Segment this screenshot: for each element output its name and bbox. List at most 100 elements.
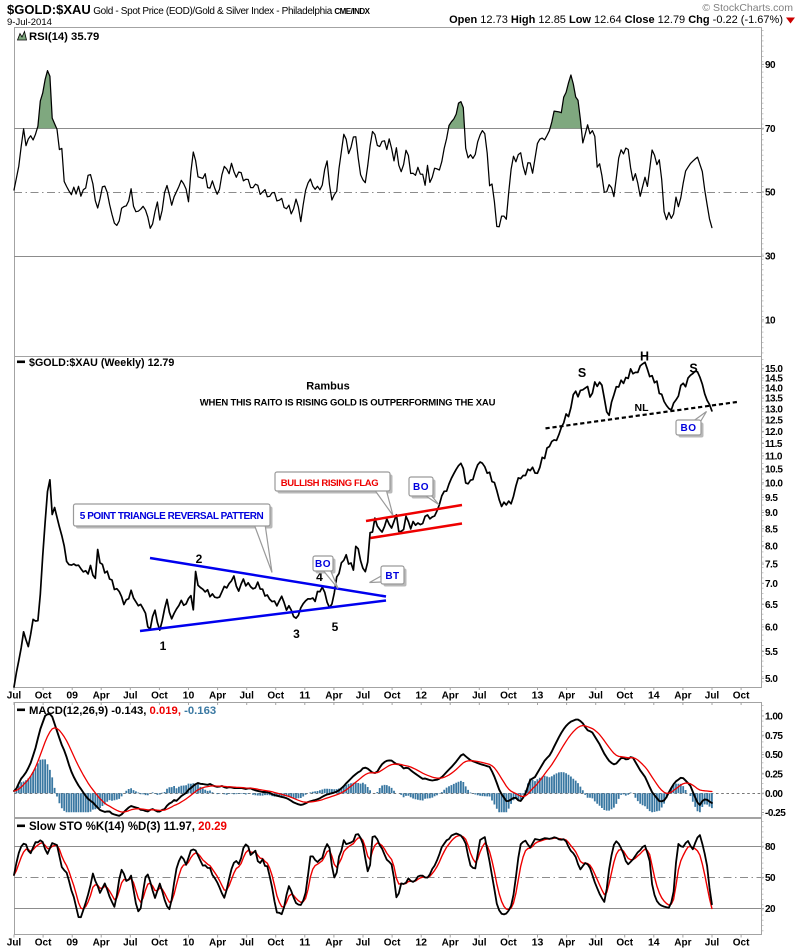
- svg-text:Apr: Apr: [442, 691, 459, 702]
- svg-text:WHEN THIS RAITO IS RISING GOLD: WHEN THIS RAITO IS RISING GOLD IS OUTPER…: [200, 398, 496, 409]
- svg-text:Oct: Oct: [151, 938, 168, 949]
- svg-text:2: 2: [196, 552, 203, 566]
- svg-text:50: 50: [765, 873, 776, 884]
- svg-text:Jul: Jul: [588, 691, 603, 702]
- svg-text:09: 09: [66, 690, 78, 702]
- svg-text:Jul: Jul: [123, 938, 138, 949]
- svg-text:4: 4: [316, 570, 323, 584]
- svg-text:09: 09: [66, 937, 78, 949]
- svg-text:Jul: Jul: [588, 938, 603, 949]
- svg-text:10.0: 10.0: [765, 478, 783, 489]
- svg-text:10: 10: [765, 316, 776, 327]
- svg-text:Jul: Jul: [472, 691, 487, 702]
- svg-text:13: 13: [532, 937, 544, 949]
- svg-text:Oct: Oct: [616, 691, 633, 702]
- svg-text:12: 12: [415, 937, 427, 949]
- svg-text:1: 1: [160, 639, 167, 653]
- svg-text:9.0: 9.0: [765, 508, 778, 519]
- svg-text:0.75: 0.75: [765, 731, 783, 742]
- svg-text:© StockCharts.com: © StockCharts.com: [702, 2, 793, 14]
- svg-text:Oct: Oct: [151, 691, 168, 702]
- svg-text:15.0: 15.0: [765, 364, 783, 375]
- svg-text:S: S: [578, 366, 586, 380]
- svg-text:11.5: 11.5: [765, 439, 783, 450]
- svg-text:10: 10: [183, 937, 195, 949]
- svg-text:7.0: 7.0: [765, 579, 778, 590]
- svg-text:$GOLD:$XAU Gold - Spot Price (: $GOLD:$XAU Gold - Spot Price (EOD)/Gold …: [7, 2, 371, 17]
- svg-text:8.0: 8.0: [765, 541, 778, 552]
- svg-text:80: 80: [765, 842, 776, 853]
- svg-text:Jul: Jul: [356, 938, 371, 949]
- svg-text:Oct: Oct: [616, 938, 633, 949]
- svg-text:Rambus: Rambus: [306, 381, 349, 393]
- svg-text:10.5: 10.5: [765, 465, 783, 476]
- svg-text:Jul: Jul: [356, 691, 371, 702]
- svg-text:12.5: 12.5: [765, 415, 783, 426]
- svg-text:BT: BT: [385, 571, 399, 582]
- svg-text:6.0: 6.0: [765, 623, 778, 634]
- svg-text:S: S: [689, 362, 697, 376]
- svg-text:Oct: Oct: [267, 938, 284, 949]
- svg-text:Oct: Oct: [500, 938, 517, 949]
- svg-text:10: 10: [183, 690, 195, 702]
- svg-text:MACD(12,26,9) -0.143, 0.019, -: MACD(12,26,9) -0.143, 0.019, -0.163: [29, 705, 216, 717]
- svg-text:Oct: Oct: [384, 938, 401, 949]
- svg-text:Oct: Oct: [733, 691, 750, 702]
- svg-text:Jul: Jul: [472, 938, 487, 949]
- svg-text:Apr: Apr: [674, 938, 691, 949]
- svg-text:5 POINT TRIANGLE REVERSAL PATT: 5 POINT TRIANGLE REVERSAL PATTERN: [80, 511, 264, 522]
- svg-text:Open 12.73 High 12.85 Low 12.6: Open 12.73 High 12.85 Low 12.64 Close 12…: [449, 14, 783, 26]
- svg-text:Jul: Jul: [239, 691, 254, 702]
- svg-text:Apr: Apr: [674, 691, 691, 702]
- svg-text:13.5: 13.5: [765, 394, 783, 405]
- svg-text:Apr: Apr: [325, 938, 342, 949]
- svg-text:11: 11: [299, 937, 310, 949]
- svg-text:5.0: 5.0: [765, 674, 778, 685]
- svg-text:Jul: Jul: [239, 938, 254, 949]
- svg-text:Jul: Jul: [123, 691, 138, 702]
- svg-text:9.5: 9.5: [765, 493, 778, 504]
- svg-text:Oct: Oct: [500, 691, 517, 702]
- svg-text:11.0: 11.0: [765, 452, 783, 463]
- svg-text:Apr: Apr: [325, 691, 342, 702]
- svg-text:Apr: Apr: [558, 691, 575, 702]
- svg-text:Jul: Jul: [7, 691, 22, 702]
- svg-text:30: 30: [765, 252, 776, 263]
- svg-text:Oct: Oct: [733, 938, 750, 949]
- svg-text:Oct: Oct: [384, 691, 401, 702]
- svg-text:3: 3: [293, 627, 300, 641]
- svg-text:Apr: Apr: [209, 691, 226, 702]
- svg-text:0.00: 0.00: [765, 789, 783, 800]
- svg-text:13.0: 13.0: [765, 404, 783, 415]
- svg-text:BO: BO: [681, 423, 697, 434]
- svg-text:14: 14: [648, 937, 660, 949]
- svg-text:70: 70: [765, 124, 776, 135]
- svg-text:Jul: Jul: [705, 691, 720, 702]
- svg-text:6.5: 6.5: [765, 600, 778, 611]
- svg-text:Jul: Jul: [705, 938, 720, 949]
- svg-text:RSI(14) 35.79: RSI(14) 35.79: [29, 31, 99, 43]
- svg-text:5.5: 5.5: [765, 647, 778, 658]
- svg-text:13: 13: [532, 690, 544, 702]
- svg-text:Oct: Oct: [267, 691, 284, 702]
- svg-text:Apr: Apr: [209, 938, 226, 949]
- svg-text:Apr: Apr: [93, 691, 110, 702]
- svg-text:Apr: Apr: [558, 938, 575, 949]
- svg-text:H: H: [640, 350, 649, 364]
- svg-text:50: 50: [765, 188, 776, 199]
- svg-text:14.5: 14.5: [765, 374, 783, 385]
- svg-text:9-Jul-2014: 9-Jul-2014: [7, 17, 52, 28]
- svg-text:12.0: 12.0: [765, 427, 783, 438]
- svg-text:14.0: 14.0: [765, 384, 783, 395]
- svg-text:-0.25: -0.25: [765, 808, 786, 819]
- svg-text:11: 11: [299, 690, 310, 702]
- svg-text:Apr: Apr: [93, 938, 110, 949]
- svg-text:90: 90: [765, 60, 776, 71]
- svg-text:$GOLD:$XAU (Weekly) 12.79: $GOLD:$XAU (Weekly) 12.79: [29, 357, 174, 369]
- svg-text:0.25: 0.25: [765, 770, 783, 781]
- svg-text:12: 12: [415, 690, 427, 702]
- svg-text:0.50: 0.50: [765, 750, 783, 761]
- svg-text:Oct: Oct: [35, 691, 52, 702]
- svg-text:8.5: 8.5: [765, 524, 778, 535]
- svg-text:BULLISH RISING FLAG: BULLISH RISING FLAG: [281, 478, 378, 489]
